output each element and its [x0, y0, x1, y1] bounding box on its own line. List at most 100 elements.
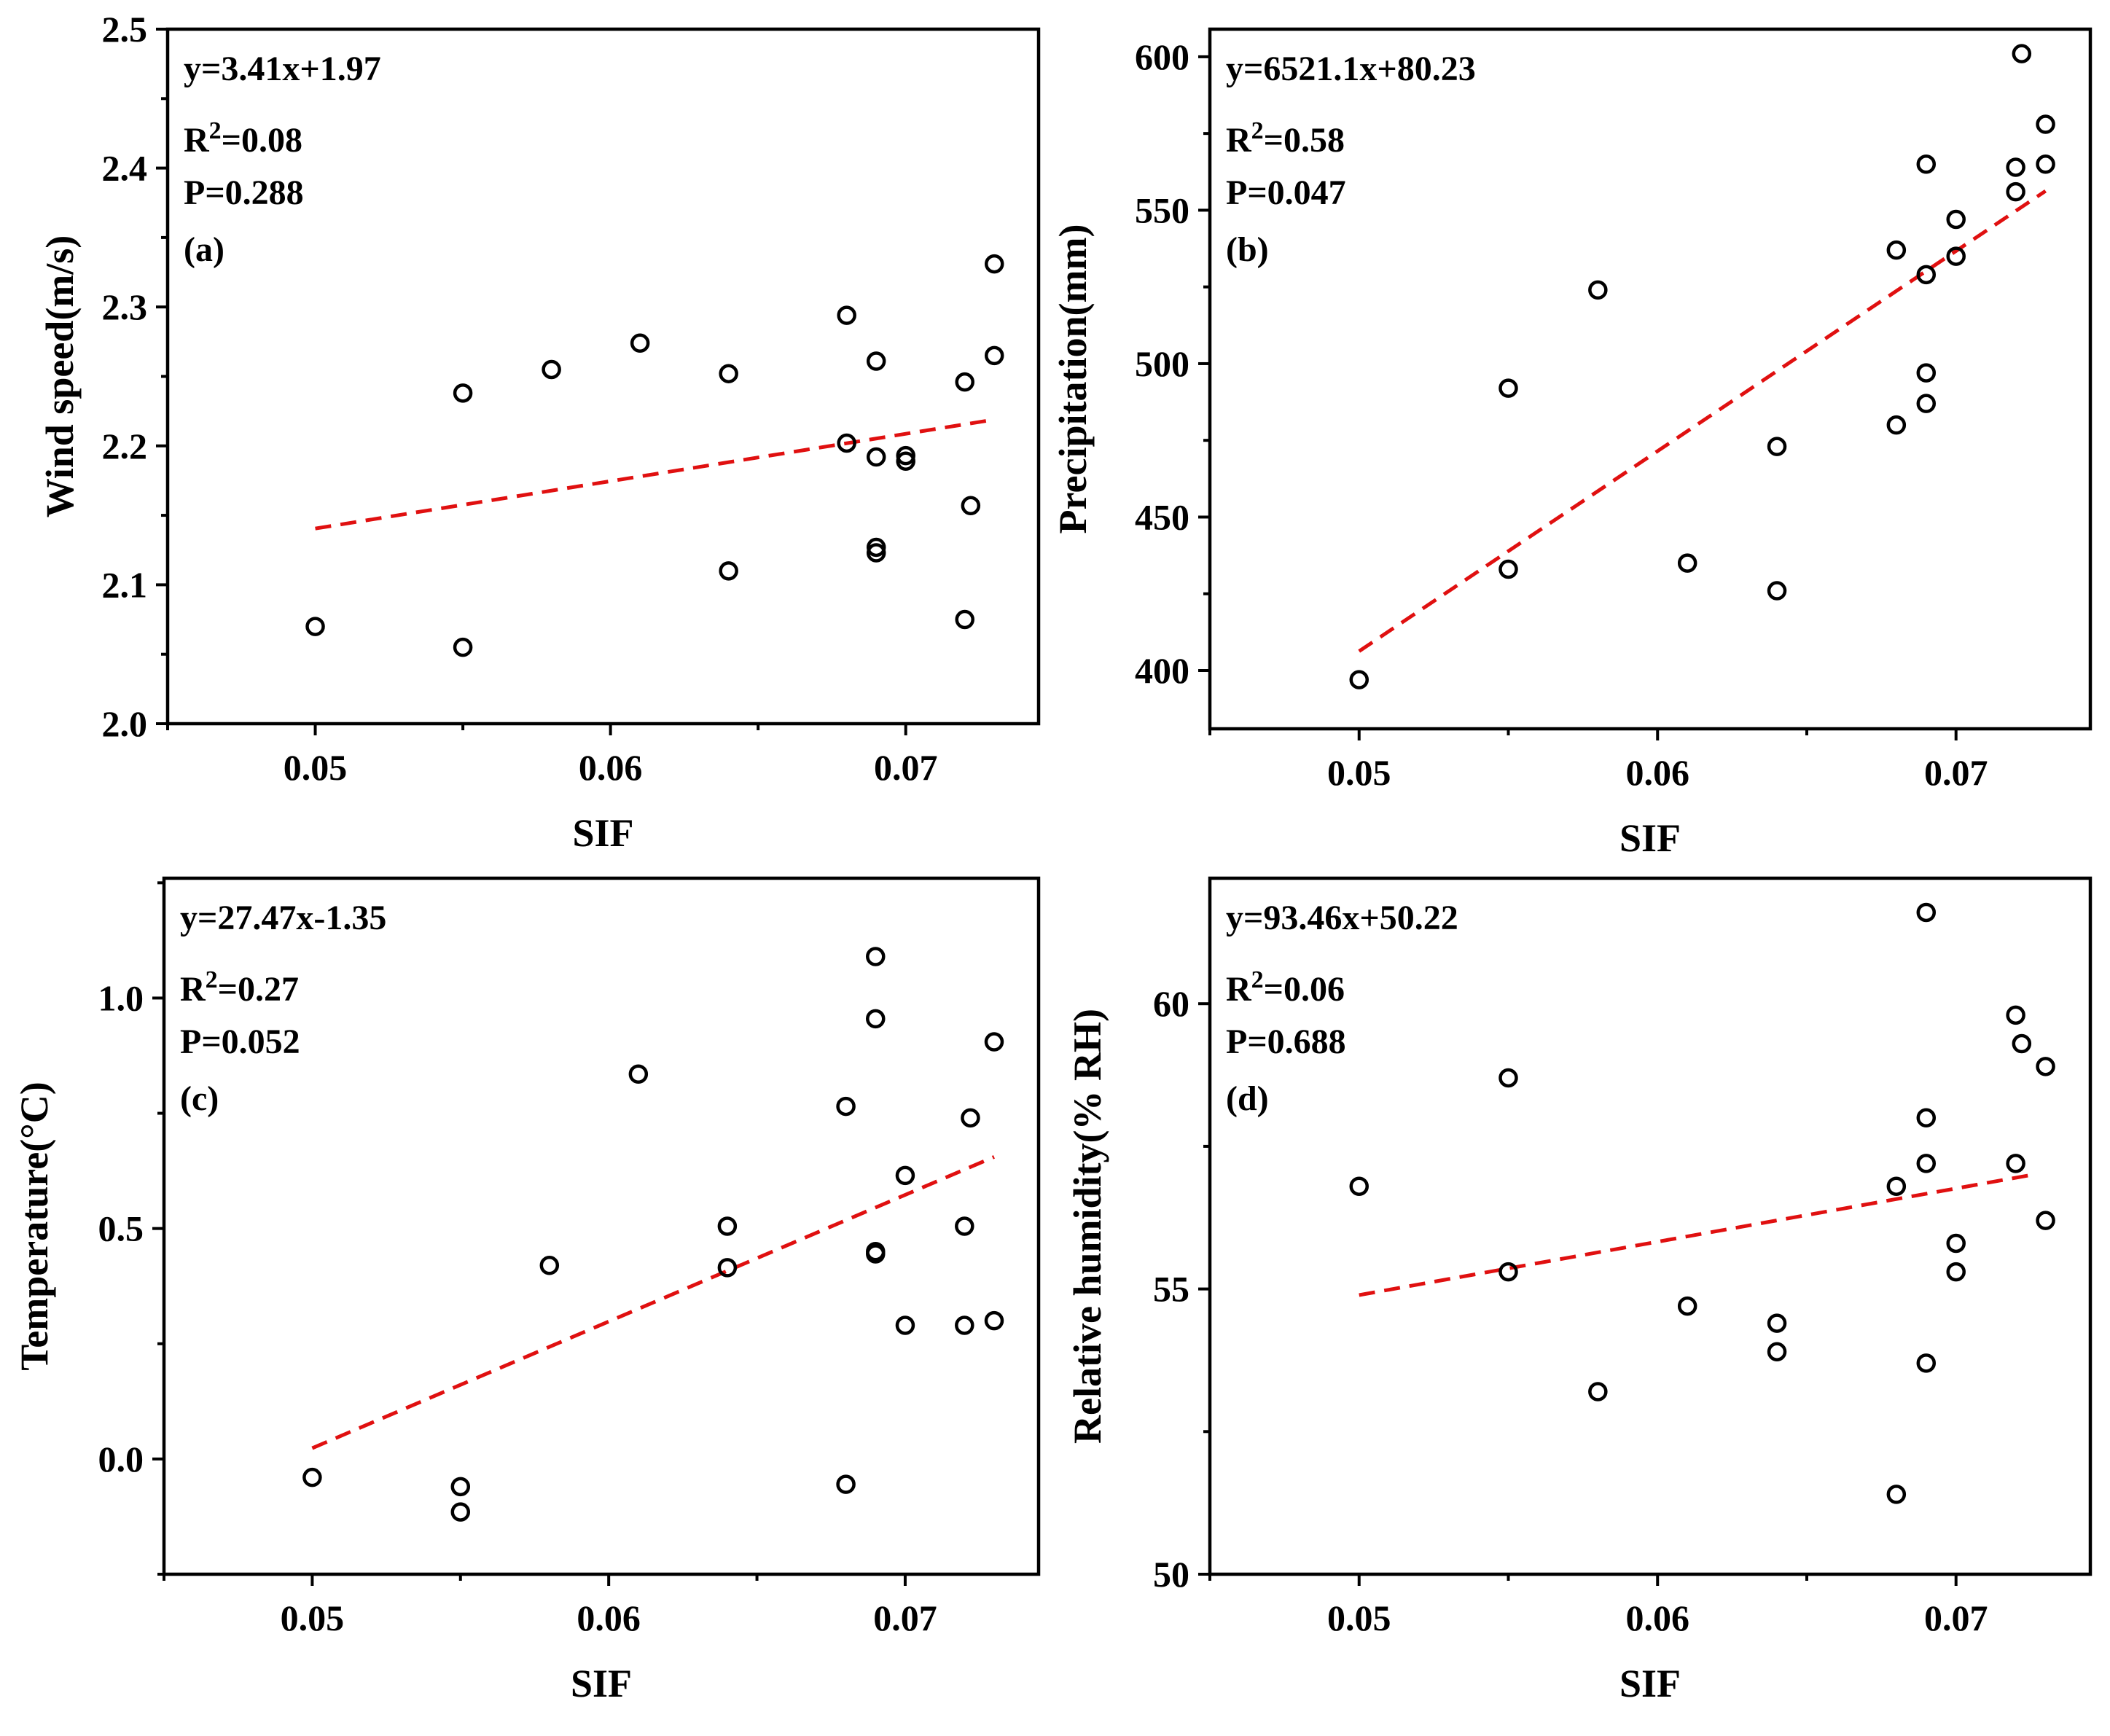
data-point: [1946, 1262, 1966, 1282]
data-point: [1499, 1262, 1518, 1282]
data-point: [1886, 1176, 1907, 1196]
data-point: [1499, 1068, 1518, 1088]
x-tick-label: 0.06: [1625, 1598, 1689, 1638]
data-point: [1946, 1233, 1966, 1254]
regression-line: [315, 418, 995, 531]
data-point: [984, 1310, 1004, 1331]
data-point: [2006, 1005, 2025, 1025]
y-tick-label: 2.5: [102, 9, 148, 50]
data-point: [450, 1477, 471, 1497]
x-tick-label: 0.07: [1924, 1598, 1988, 1638]
r-squared: R2=0.08: [184, 117, 302, 160]
data-point: [2006, 157, 2025, 177]
data-point: [866, 1244, 886, 1264]
data-point: [895, 1165, 915, 1186]
data-point: [1588, 1382, 1608, 1401]
data-point: [1946, 246, 1966, 266]
data-point: [717, 1258, 738, 1278]
data-point: [1677, 1296, 1697, 1316]
data-point: [542, 359, 561, 380]
x-tick-label: 0.05: [1327, 752, 1391, 793]
data-point: [1767, 581, 1787, 601]
regression-equation: y=6521.1x+80.23: [1226, 50, 1476, 88]
data-point: [866, 1009, 886, 1029]
data-point: [1349, 1176, 1369, 1196]
x-tick-label: 0.06: [579, 747, 643, 788]
data-point: [302, 1467, 322, 1487]
panel-label: (c): [180, 1079, 219, 1118]
y-tick-label: 2.0: [102, 703, 148, 744]
y-axis-title: Precipitation(mm): [1051, 224, 1095, 534]
data-point: [305, 617, 325, 636]
data-point: [539, 1256, 560, 1275]
data-point: [955, 609, 974, 630]
data-point: [1916, 155, 1937, 174]
data-point: [450, 1502, 471, 1522]
panel-label: (b): [1226, 230, 1269, 269]
y-tick-label: 1.0: [98, 977, 144, 1018]
x-tick-label: 0.05: [281, 1598, 345, 1638]
data-point: [719, 561, 738, 581]
x-axis-title: SIF: [571, 1662, 632, 1705]
plot-frame: [1208, 27, 2093, 731]
y-tick-label: 450: [1135, 496, 1189, 537]
x-axis-title: SIF: [572, 811, 633, 855]
x-tick-label: 0.07: [1924, 752, 1988, 793]
x-tick-label: 0.07: [873, 1598, 937, 1638]
panel-c-temperature: 0.05 0.06 0.07 0.0 0.5 1.0 SIF Temperature(°C) y…: [12, 876, 1041, 1705]
data-point: [837, 433, 856, 453]
regression-equation: y=3.41x+1.97: [184, 50, 381, 88]
data-point: [2006, 181, 2025, 202]
data-point: [2036, 1057, 2055, 1076]
panel-d-relative-humidity: 0.05 0.06 0.07 50 55 60 SIF Relative humidity(%…: [1066, 876, 2093, 1705]
y-tick-label: 2.1: [102, 564, 148, 605]
data-point: [836, 1474, 856, 1494]
p-value: P=0.688: [1226, 1023, 1346, 1061]
data-point: [1916, 363, 1937, 383]
data-point: [453, 383, 473, 403]
p-value: P=0.052: [180, 1023, 300, 1061]
data-point: [1946, 209, 1966, 230]
data-point: [628, 1064, 649, 1084]
regression-equation: y=93.46x+50.22: [1226, 899, 1458, 937]
y-tick-label: 50: [1153, 1554, 1189, 1595]
data-point: [1499, 378, 1518, 398]
data-point: [836, 1096, 856, 1117]
data-point: [866, 537, 886, 558]
regression-line: [311, 1155, 995, 1450]
data-point: [1916, 1353, 1937, 1373]
data-point: [1916, 1108, 1937, 1128]
data-point: [1916, 1154, 1937, 1173]
plot-frame: [1208, 876, 2093, 1576]
x-tick-label: 0.05: [1327, 1598, 1391, 1638]
y-tick-label: 600: [1135, 36, 1189, 77]
y-axis-title: Wind speed(m/s): [38, 235, 82, 518]
data-point: [896, 445, 915, 466]
y-tick-label: 0.0: [98, 1439, 144, 1479]
x-tick-label: 0.06: [1625, 752, 1689, 793]
y-tick-label: 60: [1153, 983, 1189, 1024]
plot-frame: [162, 876, 1041, 1576]
data-point: [1767, 1313, 1787, 1333]
data-point: [1588, 280, 1608, 300]
y-axis-title: Temperature(°C): [12, 1082, 56, 1371]
data-point: [895, 1315, 915, 1335]
data-point: [1499, 559, 1518, 579]
data-point: [866, 947, 886, 966]
data-point: [984, 345, 1004, 366]
regression-equation: y=27.47x-1.35: [180, 899, 386, 937]
data-point: [1349, 670, 1369, 689]
y-tick-label: 2.3: [102, 286, 148, 327]
data-point: [955, 1216, 974, 1236]
data-point: [2012, 44, 2032, 63]
data-point: [2012, 1033, 2032, 1054]
data-point: [984, 254, 1004, 274]
data-point: [866, 351, 886, 371]
r-squared: R2=0.06: [1226, 966, 1345, 1009]
data-point: [961, 496, 981, 516]
data-point: [961, 1108, 980, 1128]
y-tick-label: 2.4: [102, 148, 148, 189]
r-squared: R2=0.27: [180, 966, 299, 1009]
panel-b-precipitation: 0.05 0.06 0.07 400 450 500 550 600 SIF Precipitat…: [1051, 27, 2093, 860]
data-point: [2036, 114, 2055, 134]
